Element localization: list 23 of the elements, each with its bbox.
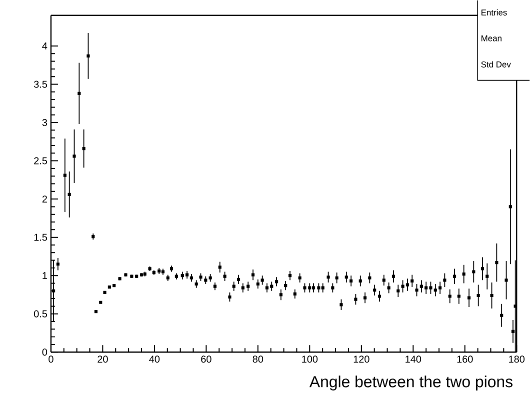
y-tick-label: 3.5	[34, 80, 48, 88]
x-tick-label: 100	[302, 356, 318, 363]
x-axis-title: Angle between the two pions	[309, 376, 512, 390]
y-tick-label: 0	[42, 348, 48, 356]
annotation: Std Dev	[481, 61, 511, 68]
x-tick-label: 80	[252, 356, 264, 363]
x-tick-label: 160	[457, 356, 473, 363]
x-tick-label: 140	[406, 356, 422, 363]
y-tick-label: 1	[42, 272, 47, 279]
x-tick-label: 60	[201, 356, 212, 363]
y-tick-label: 2.5	[34, 157, 48, 164]
x-tick-label: 120	[354, 356, 370, 363]
y-tick-label: 0.5	[34, 310, 48, 318]
y-tick-label: 1.5	[34, 234, 48, 241]
x-tick-label: 40	[149, 356, 160, 363]
y-tick-label: 3	[42, 118, 48, 126]
x-tick-label: 0	[48, 356, 54, 363]
y-tick-label: 2	[42, 196, 47, 202]
annotation: Mean	[482, 35, 502, 42]
annotation: Entries	[482, 9, 507, 16]
x-tick-label: 20	[98, 356, 108, 363]
y-tick-label: 4	[42, 42, 48, 50]
x-tick-label: 180	[509, 356, 525, 363]
